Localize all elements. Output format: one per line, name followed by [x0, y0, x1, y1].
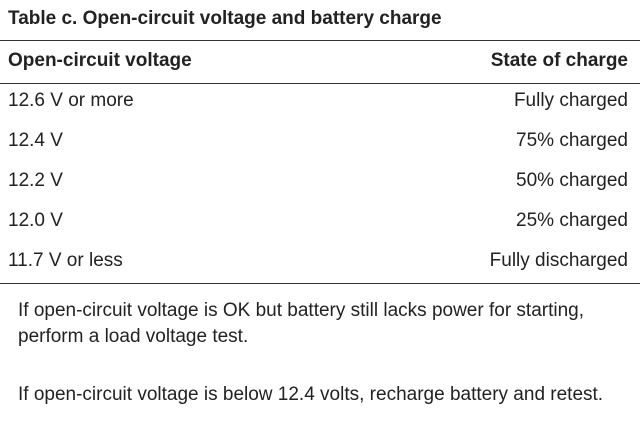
header-cell: State of charge [490, 50, 628, 71]
header-cell: Open-circuit voltage [8, 50, 192, 71]
table-row: 12.2 V 50% charged [8, 170, 628, 192]
table-header: Open-circuit voltage State of charge [8, 50, 628, 72]
cell: 50% charged [516, 170, 628, 191]
cell: 12.2 V [8, 170, 63, 191]
cell: 25% charged [516, 210, 628, 231]
table-row: 12.4 V 75% charged [8, 130, 628, 152]
note: If open-circuit voltage is below 12.4 vo… [18, 384, 604, 405]
cell: Fully charged [513, 90, 628, 111]
table-title: Table c. Open-circuit voltage and batter… [8, 8, 442, 29]
rule [0, 83, 640, 84]
cell: 12.0 V [8, 210, 63, 231]
cell: 11.7 V or less [8, 250, 123, 271]
table-row: 11.7 V or less Fully discharged [8, 250, 628, 272]
table-row: 12.0 V 25% charged [8, 210, 628, 232]
cell: 75% charged [516, 130, 628, 151]
rule [0, 40, 640, 41]
table-row: 12.6 V or more Fully charged [8, 90, 628, 112]
cell: Fully discharged [489, 250, 628, 271]
rule [0, 283, 640, 284]
cell: 12.4 V [8, 130, 63, 151]
cell: 12.6 V or more [8, 90, 134, 111]
note: If open-circuit voltage is OK but batter… [18, 300, 585, 347]
